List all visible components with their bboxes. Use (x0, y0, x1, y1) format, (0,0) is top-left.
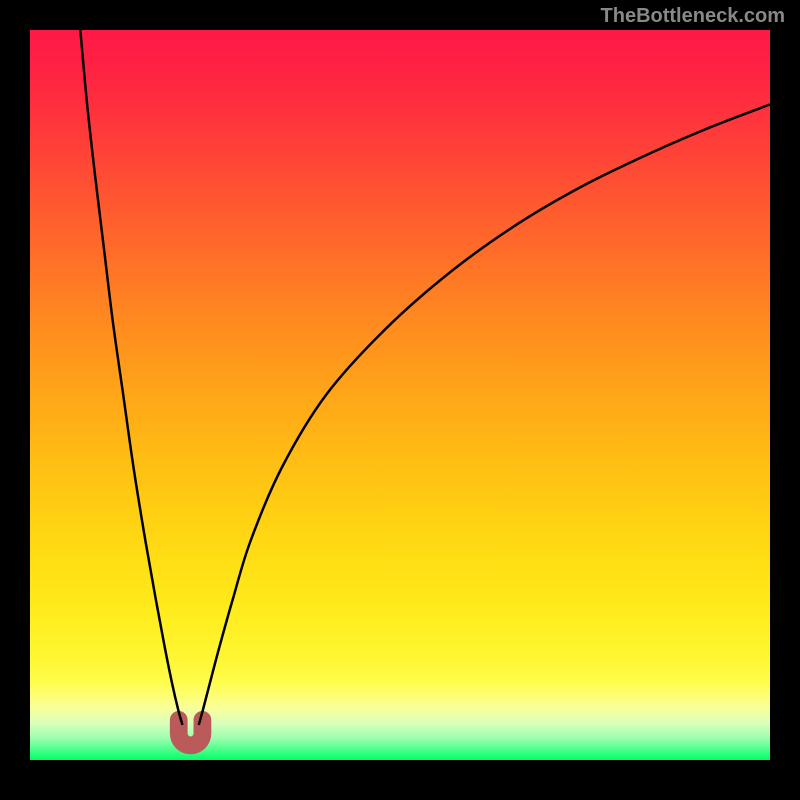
cusp-marker (170, 711, 211, 754)
curve-left-branch (80, 30, 182, 725)
curve-right-branch (199, 104, 770, 725)
chart-curves (30, 30, 770, 760)
watermark: TheBottleneck.com (601, 5, 785, 28)
chart-plot-area (30, 30, 770, 760)
